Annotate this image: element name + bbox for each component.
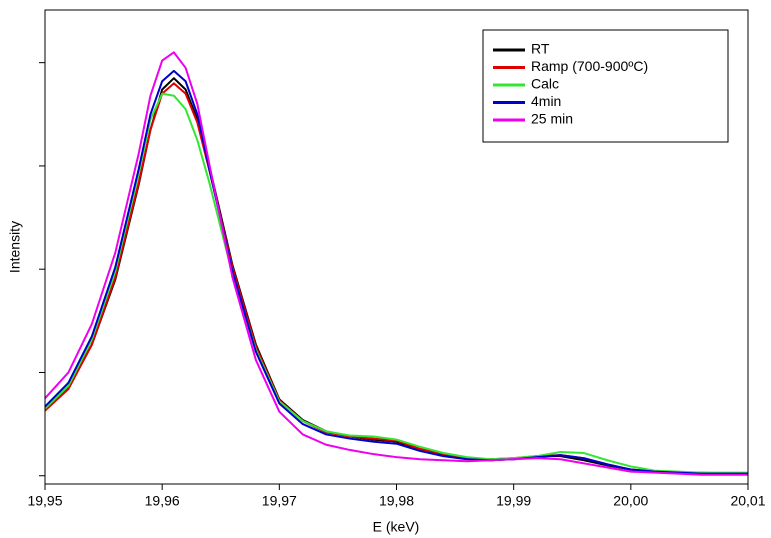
series-line xyxy=(44,69,748,475)
x-tick-label: 19,95 xyxy=(27,493,62,509)
x-tick-label: 20,00 xyxy=(613,493,648,509)
legend-label: Ramp (700-900ºC) xyxy=(531,58,648,74)
legend-label: RT xyxy=(531,41,550,57)
y-axis-label: Intensity xyxy=(7,221,23,273)
x-tick-label: 20,01 xyxy=(730,493,765,509)
legend-label: 4min xyxy=(531,93,561,109)
x-tick-label: 19,97 xyxy=(262,493,297,509)
x-tick-label: 19,96 xyxy=(145,493,180,509)
series-line xyxy=(44,51,748,476)
legend-label: 25 min xyxy=(531,111,573,127)
plot-frame xyxy=(44,9,749,485)
x-tick-label: 19,99 xyxy=(496,493,531,509)
series-line xyxy=(44,92,748,474)
legend-label: Calc xyxy=(531,76,559,92)
x-tick-label: 19,98 xyxy=(379,493,414,509)
x-axis-label: E (keV) xyxy=(373,519,420,535)
